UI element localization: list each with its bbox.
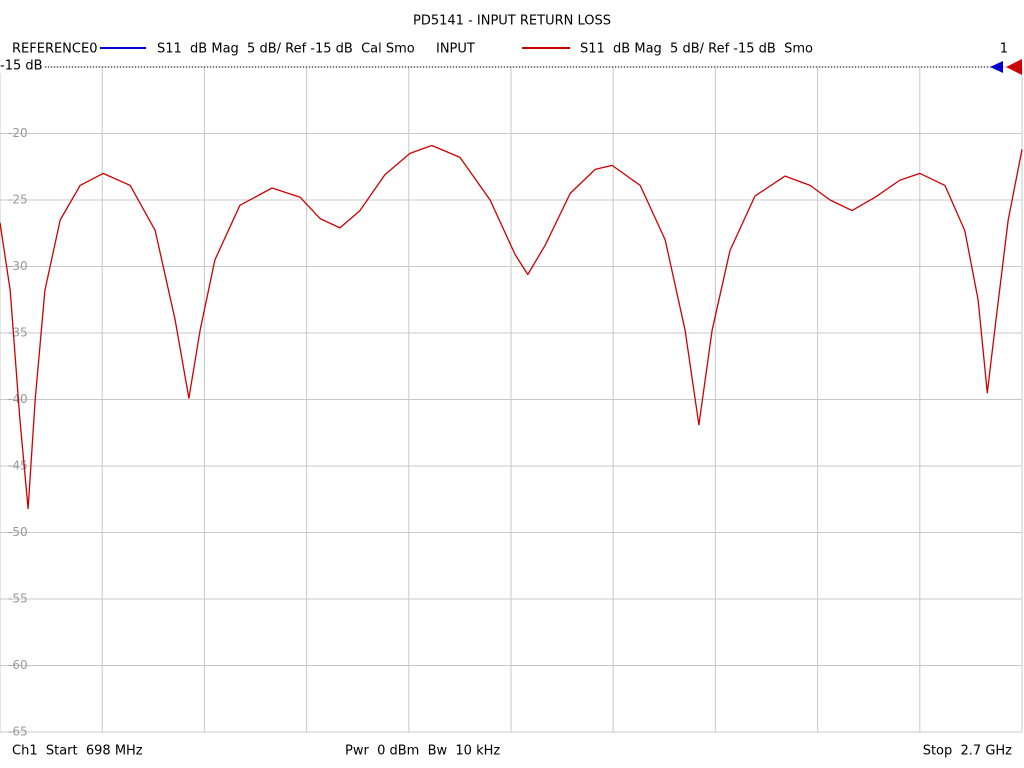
legend-description: S11 dB Mag 5 dB/ Ref -15 dB Cal Smo [157,42,415,57]
y-tick-label: -25 [8,193,28,207]
y-tick-label: -30 [8,259,28,273]
chart-title: PD5141 - INPUT RETURN LOSS [413,14,611,29]
y-tick-label: -35 [8,326,28,340]
footer-center: Pwr 0 dBm Bw 10 kHz [345,744,500,759]
legend-name: INPUT [436,42,475,57]
marker-label: 1 [1000,42,1008,57]
y-tick-label: -45 [8,459,28,473]
legend-description: S11 dB Mag 5 dB/ Ref -15 dB Smo [580,42,813,57]
footer-right: Stop 2.7 GHz [923,744,1012,759]
reference-label: -15 dB [0,59,43,74]
y-tick-label: -65 [8,725,28,739]
reference-label-bg [0,59,44,73]
legend-name: REFERENCE0 [12,42,97,57]
reference-marker [990,61,1003,73]
y-tick-label: -50 [8,525,28,539]
reference-marker [1006,59,1022,75]
trace-line [0,144,1023,510]
y-tick-label: -60 [8,658,28,672]
y-tick-label: -20 [8,126,28,140]
footer-left: Ch1 Start 698 MHz [12,744,143,759]
y-tick-label: -55 [8,592,28,606]
